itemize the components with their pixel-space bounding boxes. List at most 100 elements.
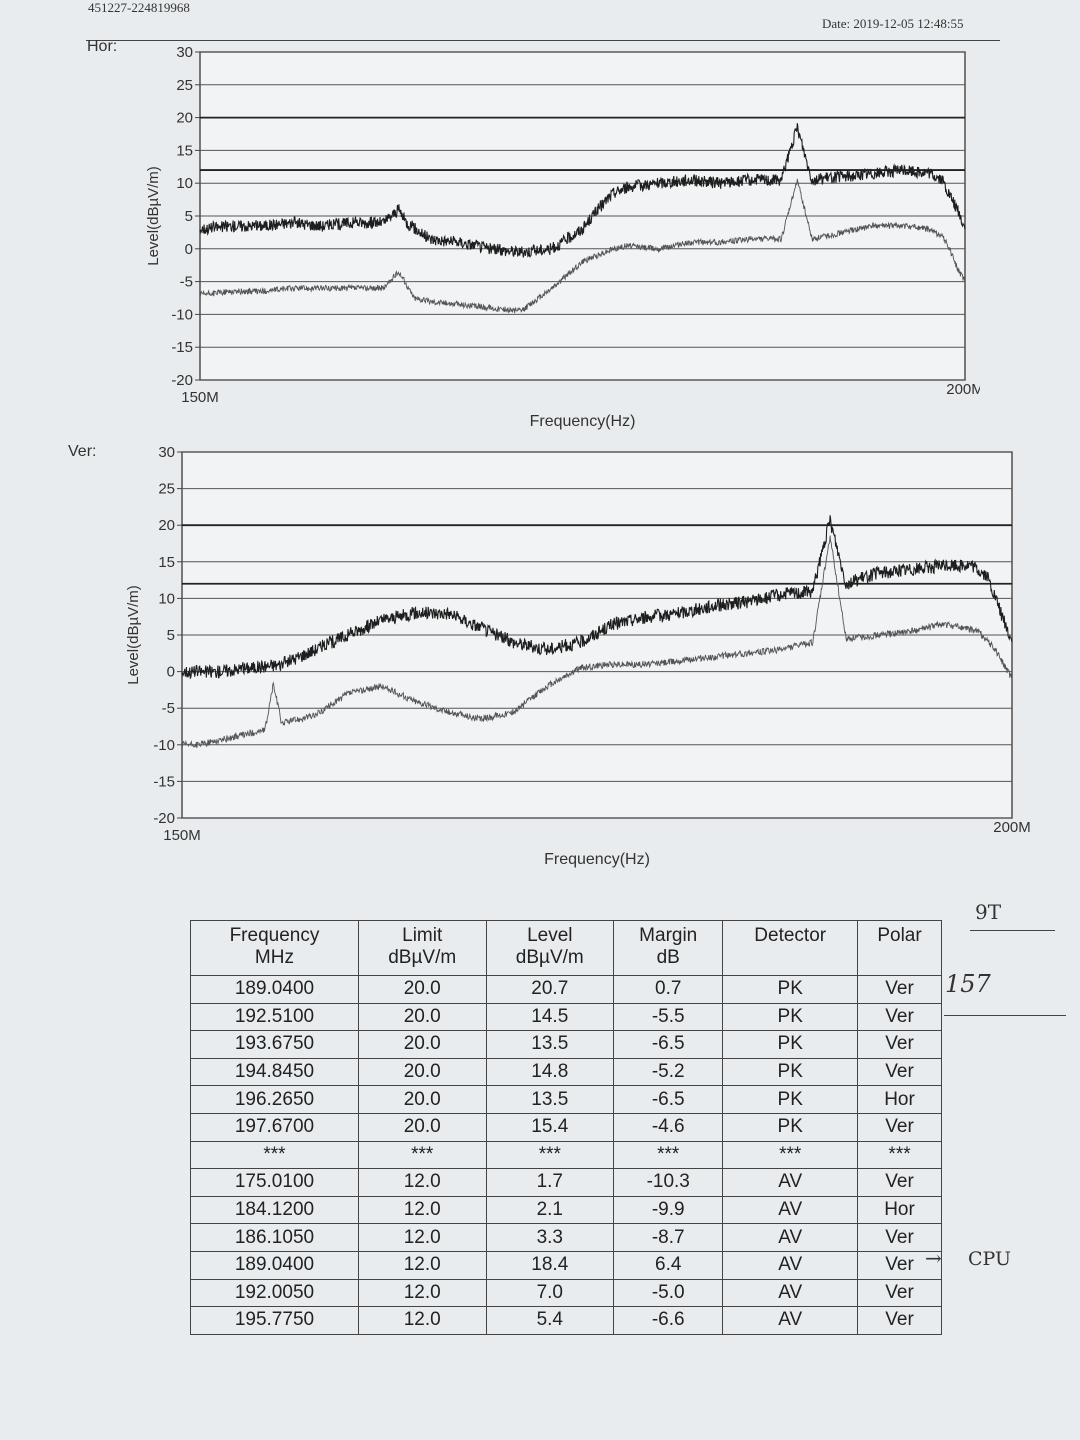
y-tick-label: 15 (158, 554, 175, 571)
handwritten-note-2: 157 (945, 970, 991, 998)
handwritten-note-1: 9T (975, 900, 1002, 924)
table-cell: AV (722, 1306, 859, 1335)
table-cell: 14.8 (485, 1057, 615, 1087)
table-row: *** *** *** *** *** *** (190, 1140, 942, 1170)
table-cell: 7.0 (485, 1278, 615, 1308)
table-cell: Ver (857, 1278, 942, 1308)
column-header-title: Limit (402, 925, 443, 946)
column-header-unit: dBµV/m (515, 947, 584, 968)
x-tick-label-end: 200M (946, 381, 980, 398)
column-header: Polar (857, 920, 942, 976)
x-axis-title: Frequency(Hz) (544, 851, 650, 868)
y-tick-label: 5 (167, 627, 175, 644)
table-row: 175.0100 12.0 1.7 -10.3 AV Ver (190, 1168, 942, 1197)
table-cell: Ver (857, 1057, 942, 1087)
table-cell: Ver (857, 1030, 942, 1059)
table-cell: 20.0 (357, 1002, 487, 1032)
table-cell: 0.7 (613, 975, 724, 1004)
x-tick-label-end: 200M (993, 819, 1031, 836)
note-underline-1 (970, 930, 1055, 931)
report-id: 451227-224819968 (88, 0, 190, 15)
header-rule (86, 40, 1000, 41)
y-tick-label: -15 (153, 773, 175, 790)
column-header-unit: MHz (254, 947, 294, 968)
column-header-title: Polar (877, 925, 922, 946)
y-tick-label: -15 (171, 339, 193, 356)
table-cell: 5.4 (485, 1306, 615, 1335)
table-cell: Ver (857, 1223, 942, 1252)
table-cell: 12.0 (357, 1250, 487, 1280)
y-tick-label: 0 (167, 664, 175, 681)
column-header: Frequency MHz (190, 920, 359, 976)
table-cell: *** (613, 1140, 724, 1170)
table-cell: 6.4 (613, 1250, 724, 1280)
table-cell: 192.5100 (190, 1002, 359, 1032)
column-header-title: Level (527, 925, 573, 946)
table-cell: Hor (857, 1085, 942, 1114)
panel-label-hor: Hor: (87, 38, 118, 55)
column-header: Detector (722, 920, 859, 976)
y-tick-label: 10 (176, 175, 193, 192)
peak-series-line (199, 123, 966, 258)
y-tick-label: 20 (176, 110, 193, 127)
table-cell: PK (722, 1112, 859, 1142)
y-tick-label: 30 (158, 444, 175, 461)
table-row: 193.6750 20.0 13.5 -6.5 PK Ver (190, 1030, 942, 1059)
table-cell: 12.0 (357, 1278, 487, 1308)
y-tick-label: -20 (171, 372, 193, 389)
table-cell: *** (857, 1140, 942, 1170)
table-cell: 194.8450 (190, 1057, 359, 1087)
table-header-row: Frequency MHz Limit dBµV/m Level dBµV/m Margin… (190, 920, 942, 976)
table-cell: *** (190, 1140, 359, 1170)
table-cell: -4.6 (613, 1112, 724, 1142)
average-series-line (181, 535, 1013, 749)
table-row: 192.5100 20.0 14.5 -5.5 PK Ver (190, 1002, 942, 1032)
table-cell: AV (722, 1168, 859, 1197)
table-cell: Ver (857, 975, 942, 1004)
table-row: 197.6700 20.0 15.4 -4.6 PK Ver (190, 1112, 942, 1142)
table-cell: 12.0 (357, 1195, 487, 1225)
table-cell: 20.0 (357, 1030, 487, 1059)
table-cell: PK (722, 1002, 859, 1032)
table-cell: 192.0050 (190, 1278, 359, 1308)
table-cell: 12.0 (357, 1223, 487, 1252)
results-table: Frequency MHz Limit dBµV/m Level dBµV/m Margin… (190, 920, 942, 1335)
table-cell: AV (722, 1223, 859, 1252)
table-cell: -6.5 (613, 1085, 724, 1114)
table-cell: 186.1050 (190, 1223, 359, 1252)
y-tick-label: -5 (162, 700, 175, 717)
peak-series-line (181, 515, 1013, 680)
table-row: 189.0400 20.0 20.7 0.7 PK Ver (190, 975, 942, 1004)
report-date: Date: 2019-12-05 12:48:55 (822, 16, 964, 31)
table-cell: PK (722, 1057, 859, 1087)
table-cell: -9.9 (613, 1195, 724, 1225)
table-cell: 15.4 (485, 1112, 615, 1142)
y-tick-label: -10 (153, 737, 175, 754)
table-cell: -5.2 (613, 1057, 724, 1087)
x-tick-label-start: 150M (181, 389, 219, 406)
column-header-title: Margin (639, 925, 698, 946)
column-header-unit: dBµV/m (388, 947, 457, 968)
y-tick-label: 15 (176, 142, 193, 159)
table-cell: -8.7 (613, 1223, 724, 1252)
table-cell: -10.3 (613, 1168, 724, 1197)
table-cell: 14.5 (485, 1002, 615, 1032)
table-cell: Ver (857, 1306, 942, 1335)
table-body: 189.0400 20.0 20.7 0.7 PK Ver 192.5100 20.0 14.5… (190, 975, 942, 1335)
table-cell: 20.7 (485, 975, 615, 1004)
table-cell: 12.0 (357, 1168, 487, 1197)
table-cell: 20.0 (357, 1085, 487, 1114)
table-cell: *** (357, 1140, 487, 1170)
table-cell: 20.0 (357, 975, 487, 1004)
y-tick-label: 0 (185, 241, 193, 258)
table-row: 189.0400 12.0 18.4 6.4 AV Ver (190, 1250, 942, 1280)
x-tick-label-start: 150M (163, 827, 201, 844)
table-cell: 3.3 (485, 1223, 615, 1252)
y-tick-label: -5 (180, 274, 193, 291)
table-cell: 20.0 (357, 1112, 487, 1142)
table-row: 184.1200 12.0 2.1 -9.9 AV Hor (190, 1195, 942, 1225)
table-cell: PK (722, 1030, 859, 1059)
table-cell: AV (722, 1250, 859, 1280)
